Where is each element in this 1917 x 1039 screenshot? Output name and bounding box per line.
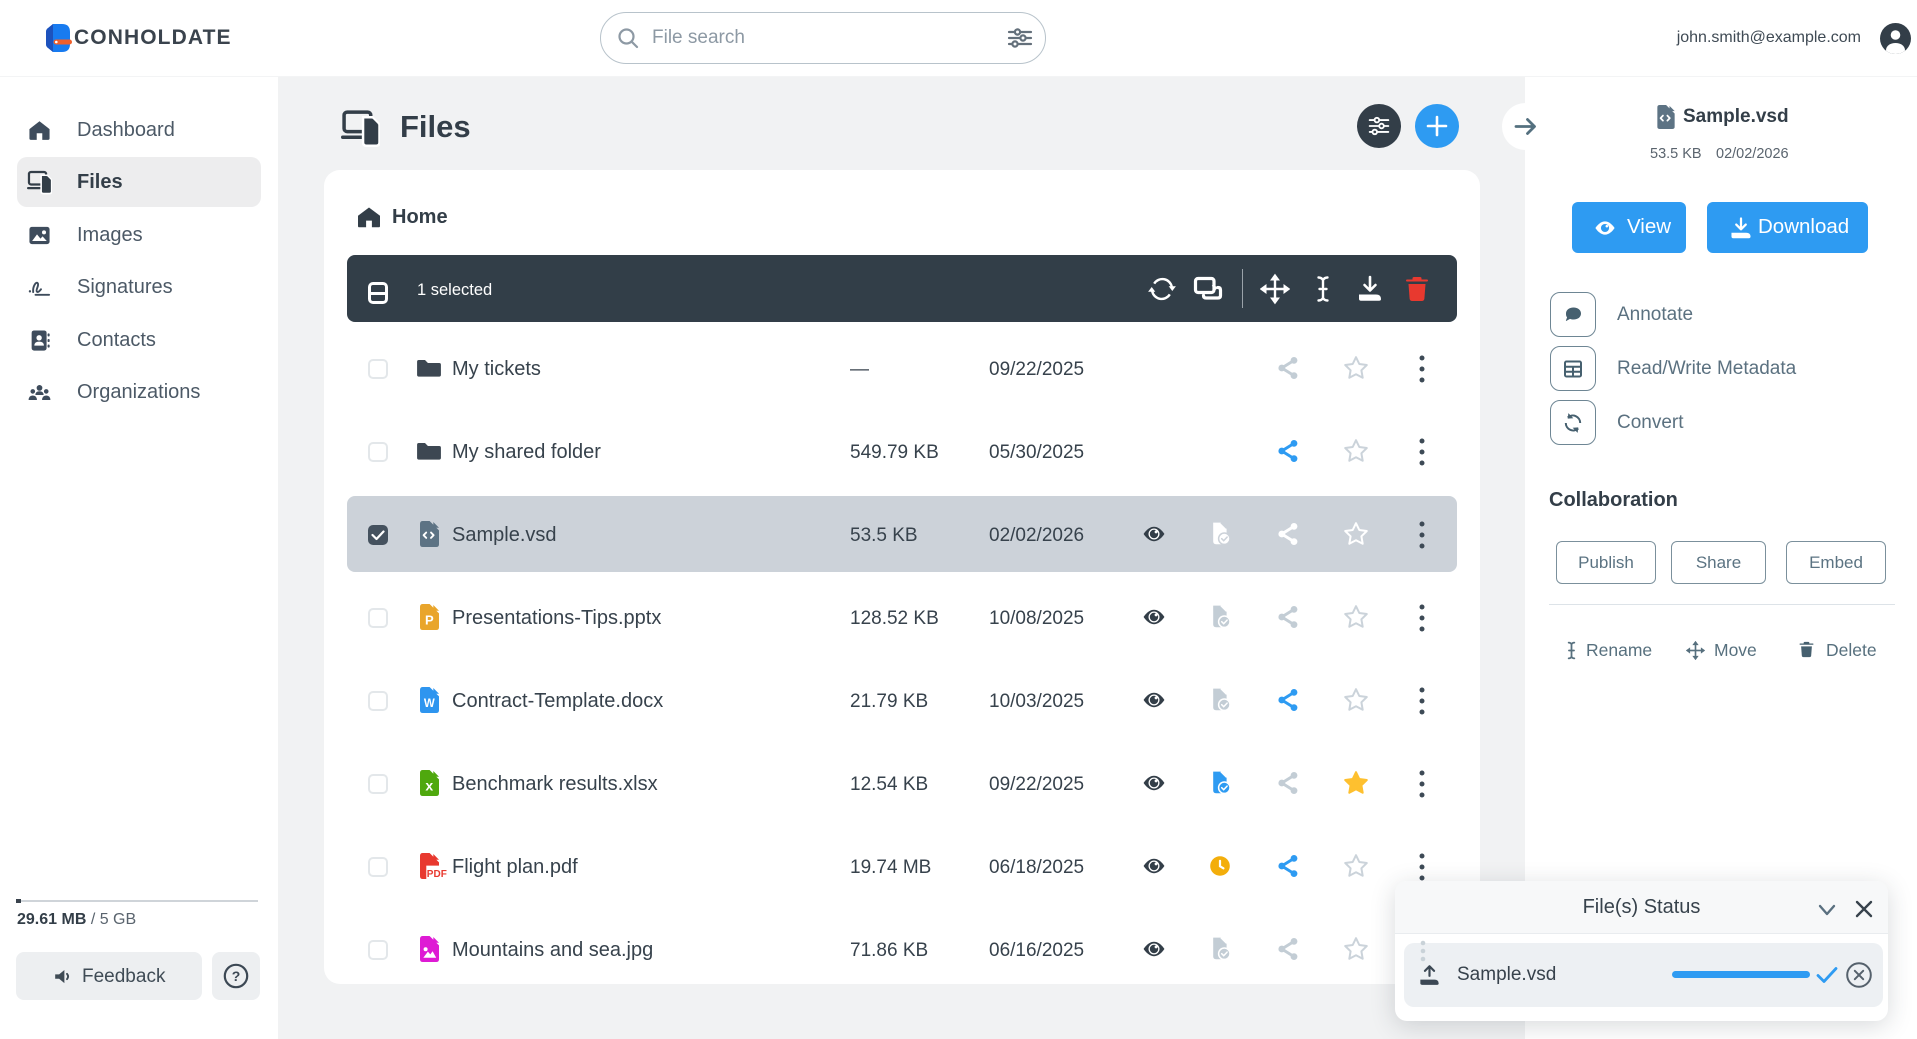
svg-text:PDF: PDF [427,869,447,880]
svg-text:x: x [425,778,433,794]
svg-text:P: P [425,613,434,628]
svg-text:W: W [424,698,435,710]
svg-text:?: ? [232,968,241,984]
